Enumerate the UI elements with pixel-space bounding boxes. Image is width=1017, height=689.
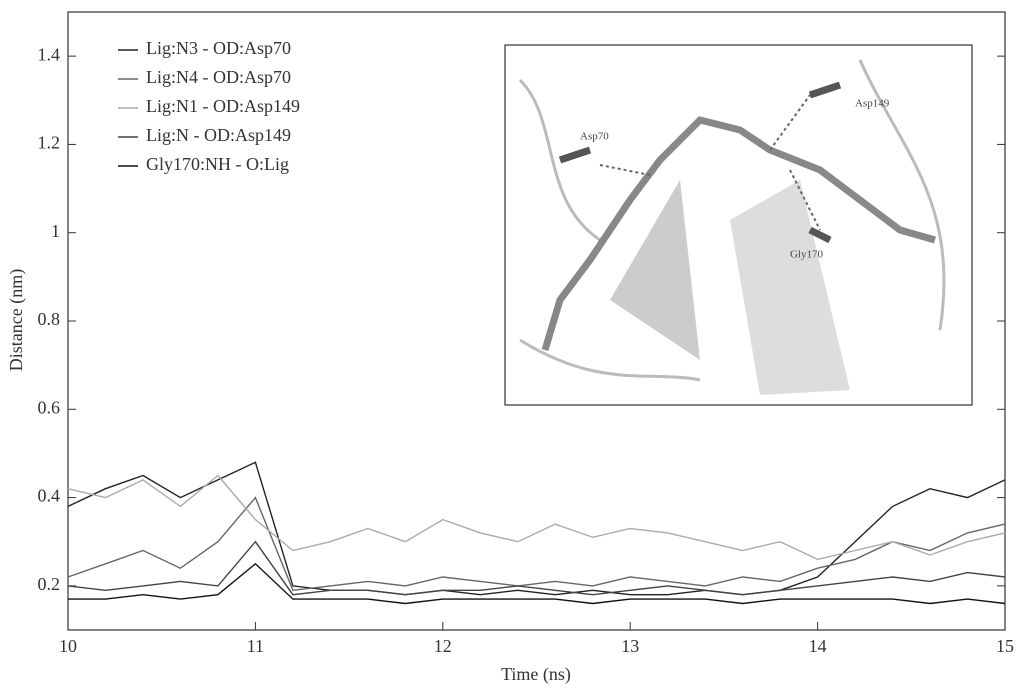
x-tick-label: 12 bbox=[434, 636, 452, 656]
y-tick-label: 0.8 bbox=[38, 309, 61, 329]
series-line bbox=[68, 462, 1005, 594]
series-line bbox=[68, 476, 1005, 560]
y-axis-label: Distance (nm) bbox=[6, 269, 27, 371]
series-line bbox=[68, 542, 1005, 595]
inset-label: Asp70 bbox=[580, 131, 609, 143]
y-tick-label: 1 bbox=[51, 221, 60, 241]
y-tick-label: 0.4 bbox=[38, 486, 61, 506]
y-tick-label: 0.6 bbox=[38, 397, 61, 417]
inset-label: Gly170 bbox=[790, 249, 824, 261]
legend-label: Lig:N - OD:Asp149 bbox=[146, 125, 291, 145]
x-tick-label: 14 bbox=[809, 636, 827, 656]
legend-label: Gly170:NH - O:Lig bbox=[146, 154, 289, 174]
legend-label: Lig:N3 - OD:Asp70 bbox=[146, 38, 291, 58]
inset-label: Asp149 bbox=[855, 98, 890, 110]
inset bbox=[505, 45, 972, 405]
x-tick-label: 10 bbox=[59, 636, 77, 656]
chart: Time (ns) Distance (nm) 0.2 0.4 0.6 0.8 1 1.2… bbox=[0, 0, 1017, 689]
x-tick-label: 13 bbox=[621, 636, 639, 656]
y-tick-label: 1.2 bbox=[38, 133, 61, 153]
legend-label: Lig:N1 - OD:Asp149 bbox=[146, 96, 300, 116]
y-tick-label: 1.4 bbox=[38, 44, 61, 64]
page: {"chart_data":{"type":"line", "x_label":… bbox=[0, 0, 1017, 689]
y-tick-label: 0.2 bbox=[38, 574, 61, 594]
x-tick-label: 11 bbox=[247, 636, 264, 656]
series-line bbox=[68, 498, 1005, 591]
legend-label: Lig:N4 - OD:Asp70 bbox=[146, 67, 291, 87]
x-tick-label: 15 bbox=[996, 636, 1014, 656]
x-axis-label: Time (ns) bbox=[501, 664, 571, 685]
